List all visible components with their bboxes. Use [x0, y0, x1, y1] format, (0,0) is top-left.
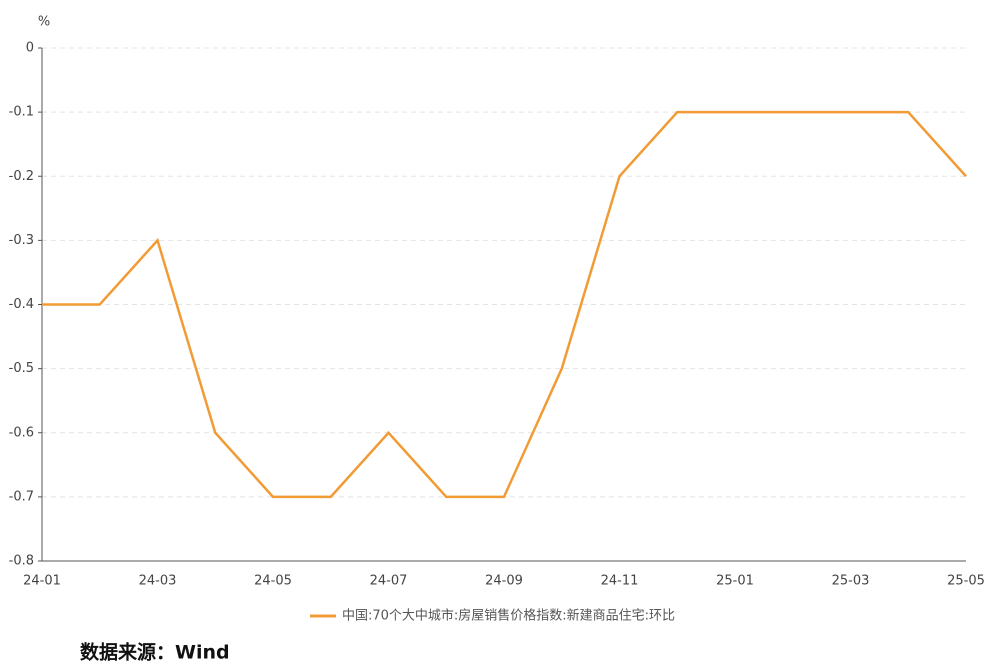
y-tick-label: -0.3 — [9, 233, 34, 248]
source: 数据来源：Wind — [80, 641, 230, 664]
y-tick-label: -0.8 — [9, 554, 34, 569]
x-tick-label: 24-07 — [370, 574, 408, 589]
y-tick-label: -0.6 — [9, 425, 34, 440]
x-tick-label: 25-05 — [947, 574, 985, 589]
x-tick-label: 24-05 — [254, 574, 292, 589]
y-unit: % — [38, 15, 50, 30]
y-tick-label: -0.4 — [9, 297, 34, 312]
legend-label: 中国:70个大中城市:房屋销售价格指数:新建商品住宅:环比 — [342, 608, 675, 624]
x-tick-label: 24-01 — [23, 574, 61, 589]
x-tick-label: 24-11 — [601, 574, 639, 589]
y-tick-label: -0.2 — [9, 169, 34, 184]
x-tick-label: 25-03 — [832, 574, 870, 589]
x-tick-label: 24-03 — [139, 574, 177, 589]
y-tick-label: -0.7 — [9, 489, 34, 504]
x-tick-label: 25-01 — [716, 574, 754, 589]
line — [42, 110, 967, 499]
x-tick-label: 24-09 — [485, 574, 523, 589]
y-tick-label: -0.1 — [9, 105, 34, 120]
y-tick-label: -0.5 — [9, 361, 34, 376]
y-tick-label: 0 — [26, 41, 34, 56]
